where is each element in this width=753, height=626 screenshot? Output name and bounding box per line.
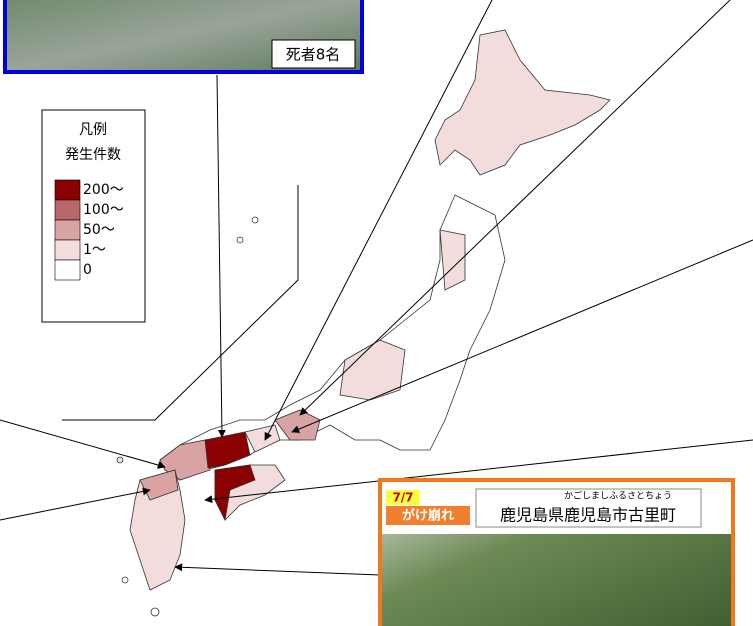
kinki-region — [274, 409, 321, 441]
map — [116, 29, 611, 617]
legend-subtitle: 発生件数 — [65, 147, 121, 163]
place-box — [475, 488, 702, 528]
hiroshima — [204, 431, 251, 469]
photo-bottom: 7/7 がけ崩れ かごしましふるさとちょう 鹿児島県鹿児島市古里町 — [378, 478, 735, 626]
okayama — [244, 424, 281, 453]
legend-swatch — [54, 179, 81, 201]
legend-title: 凡例 — [79, 122, 107, 138]
caption-box — [271, 39, 356, 69]
legend-label: 0 — [83, 262, 92, 278]
type-box — [386, 506, 470, 525]
legend-swatch — [54, 219, 81, 241]
island — [121, 576, 129, 584]
place: 鹿児島県鹿児島市古里町 — [500, 506, 676, 525]
legend-label: 50～ — [83, 222, 115, 238]
legend-label: 1～ — [83, 242, 106, 258]
tohoku-region — [439, 229, 466, 291]
date: 7/7 — [392, 491, 413, 505]
island — [236, 236, 244, 244]
reading: かごしましふるさとちょう — [564, 490, 672, 502]
photo-frame — [3, 0, 364, 74]
date-box — [386, 490, 420, 505]
island — [251, 216, 259, 224]
pointer-lines — [0, 0, 753, 576]
legend-items: 200～ 100～ 50～ 1～ 0 — [54, 179, 124, 281]
legend-label: 100～ — [83, 202, 124, 218]
ehime — [214, 464, 256, 522]
island — [150, 607, 160, 617]
chugoku-west — [159, 439, 211, 481]
type: がけ崩れ — [402, 508, 454, 524]
legend-swatch — [54, 239, 81, 261]
legend-label: 200～ — [83, 182, 124, 198]
kyushu — [129, 469, 186, 591]
photo-top: 死者8名 — [3, 0, 364, 74]
island — [116, 456, 124, 464]
chubu-region — [339, 339, 406, 401]
hokkaido — [434, 29, 611, 176]
legend-swatch — [54, 259, 81, 281]
legend: 凡例 発生件数 200～ 100～ 50～ 1～ 0 — [41, 109, 146, 323]
caption: 死者8名 — [286, 46, 341, 64]
legend-swatch — [54, 199, 81, 221]
